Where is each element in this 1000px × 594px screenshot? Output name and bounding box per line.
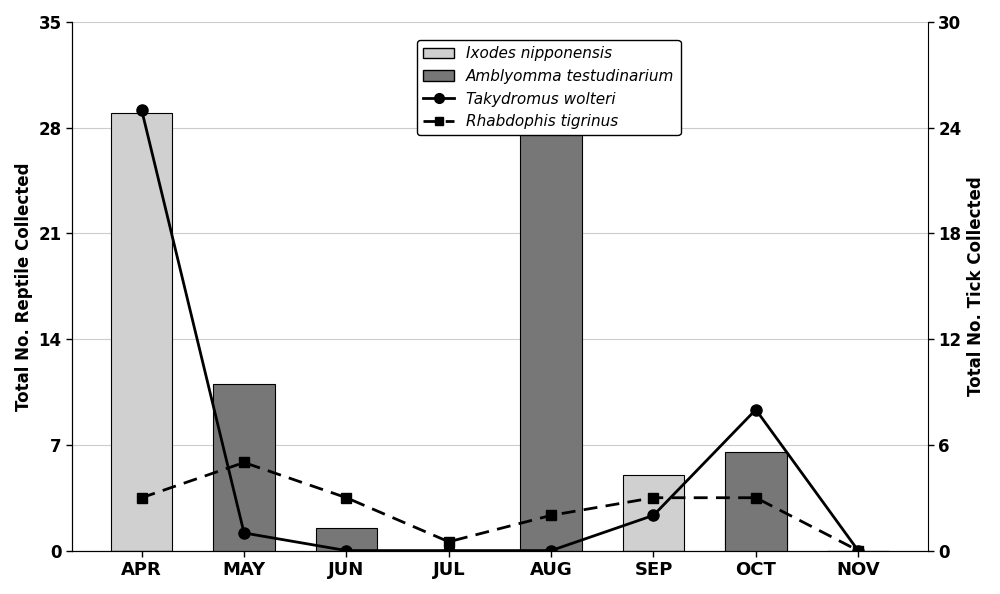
Bar xyxy=(316,528,377,551)
Bar xyxy=(725,520,787,551)
Y-axis label: Total No. Reptile Collected: Total No. Reptile Collected xyxy=(15,162,33,410)
Bar xyxy=(725,453,787,551)
Bar xyxy=(111,113,172,551)
Legend: Ixodes nipponensis, Amblyomma testudinarium, Takydromus wolteri, Rhabdophis tigr: Ixodes nipponensis, Amblyomma testudinar… xyxy=(417,40,681,135)
Y-axis label: Total No. Tick Collected: Total No. Tick Collected xyxy=(967,176,985,396)
Bar xyxy=(623,475,684,551)
Bar xyxy=(520,97,582,551)
Bar xyxy=(213,384,275,551)
